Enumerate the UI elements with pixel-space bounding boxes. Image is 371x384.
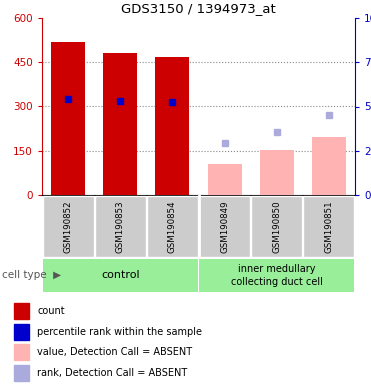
Text: rank, Detection Call = ABSENT: rank, Detection Call = ABSENT <box>37 368 188 378</box>
Bar <box>155 57 189 195</box>
Text: value, Detection Call = ABSENT: value, Detection Call = ABSENT <box>37 347 193 357</box>
Bar <box>103 53 137 195</box>
Bar <box>312 137 346 195</box>
Bar <box>199 195 250 257</box>
Bar <box>43 259 198 292</box>
Title: GDS3150 / 1394973_at: GDS3150 / 1394973_at <box>121 2 276 15</box>
Bar <box>14 365 29 381</box>
Text: control: control <box>101 270 139 280</box>
Text: GSM190853: GSM190853 <box>116 200 125 253</box>
Text: GSM190852: GSM190852 <box>63 200 73 253</box>
Bar <box>14 344 29 360</box>
Bar <box>251 195 302 257</box>
Text: percentile rank within the sample: percentile rank within the sample <box>37 328 203 338</box>
Bar <box>303 195 354 257</box>
Text: cell type  ▶: cell type ▶ <box>2 270 61 280</box>
Text: GSM190851: GSM190851 <box>324 200 334 253</box>
Bar <box>147 195 198 257</box>
Bar <box>14 303 29 319</box>
Text: GSM190854: GSM190854 <box>168 200 177 253</box>
Text: inner medullary
collecting duct cell: inner medullary collecting duct cell <box>231 264 323 287</box>
Text: count: count <box>37 306 65 316</box>
Bar <box>199 259 354 292</box>
Bar <box>260 150 294 195</box>
Text: GSM190850: GSM190850 <box>272 200 281 253</box>
Bar <box>43 195 93 257</box>
Bar <box>95 195 146 257</box>
Bar <box>51 41 85 195</box>
Bar <box>14 324 29 340</box>
Text: GSM190849: GSM190849 <box>220 200 229 253</box>
Bar <box>208 164 242 195</box>
